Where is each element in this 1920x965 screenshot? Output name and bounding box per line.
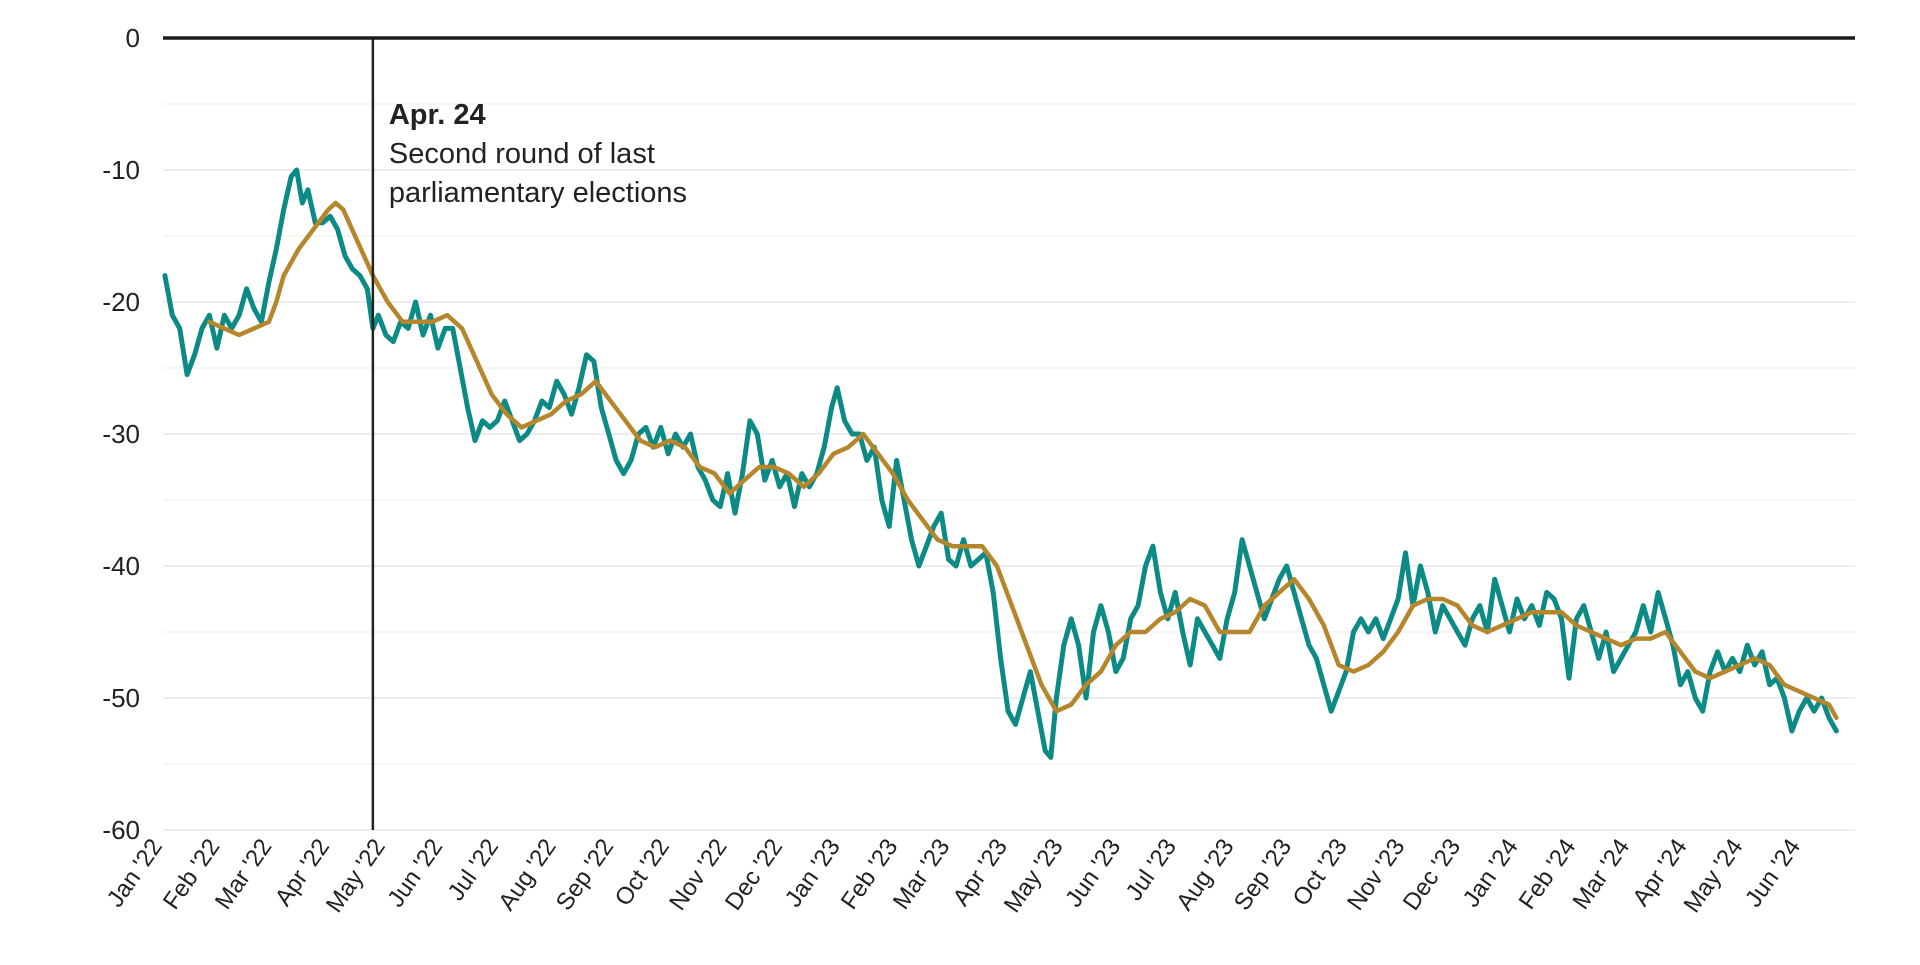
x-tick-label: Jun '24: [1740, 834, 1806, 912]
series-line-teal: [162, 167, 1839, 760]
x-tick-label: Jun '23: [1060, 834, 1126, 912]
x-tick-label: Sep '22: [551, 834, 619, 916]
x-tick-label: May '24: [1679, 834, 1749, 918]
x-tick-label: Jan '24: [1458, 834, 1524, 912]
y-tick-label: -50: [102, 683, 140, 713]
x-tick-label: May '22: [321, 834, 391, 918]
y-tick-label: -60: [102, 815, 140, 845]
x-tick-label: Dec '23: [1398, 834, 1466, 916]
x-tick-label: Aug '22: [493, 834, 561, 916]
x-tick-label: Jul '22: [443, 834, 504, 906]
x-tick-label: Nov '22: [664, 834, 732, 916]
y-tick-label: 0: [126, 23, 140, 53]
x-tick-label: Jul '23: [1121, 834, 1182, 906]
annotation-text-line-2: parliamentary elections: [389, 177, 687, 209]
y-tick-label: -20: [102, 287, 140, 317]
annotation-text-line-1: Second round of last: [389, 138, 655, 170]
x-tick-label: Nov '23: [1342, 834, 1410, 916]
series-line-gold: [207, 200, 1839, 721]
x-tick-label: Dec '22: [720, 834, 788, 916]
y-tick-label: -10: [102, 155, 140, 185]
x-tick-label: Jan '23: [780, 834, 846, 912]
y-tick-label: -40: [102, 551, 140, 581]
y-tick-label: -30: [102, 419, 140, 449]
x-tick-label: Jun '22: [382, 834, 448, 912]
x-tick-label: May '23: [999, 834, 1069, 918]
gridlines: [163, 103, 1855, 831]
x-tick-label: Aug '23: [1171, 834, 1239, 916]
series-lines: [162, 167, 1839, 760]
annotation-date-label: Apr. 24: [389, 99, 486, 131]
x-tick-label: Jan '22: [102, 834, 168, 912]
x-tick-label: Sep '23: [1229, 834, 1297, 916]
x-tick-label: Mar '24: [1568, 834, 1636, 914]
annotation: Apr. 24 Second round of last parliamenta…: [371, 38, 687, 830]
